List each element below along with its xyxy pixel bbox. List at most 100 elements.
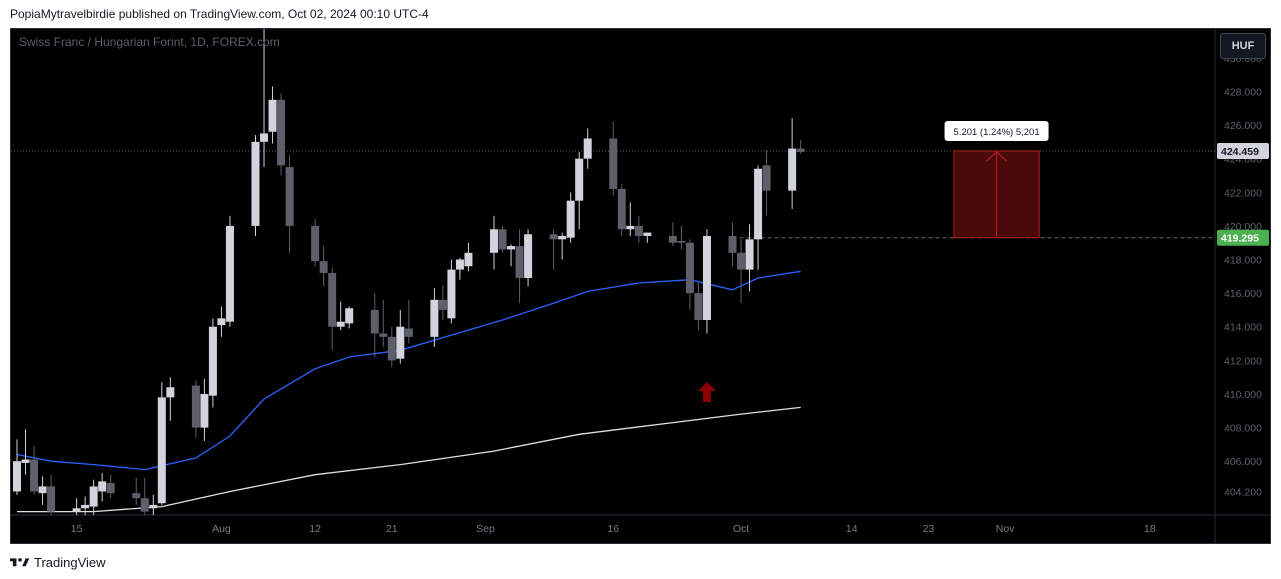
candle xyxy=(200,378,209,442)
y-tick-label: 422.000 xyxy=(1224,187,1262,199)
candle-body xyxy=(106,483,115,494)
candle xyxy=(81,496,90,515)
candle xyxy=(132,478,141,505)
candle xyxy=(157,382,166,505)
candle-body xyxy=(251,141,260,226)
candle xyxy=(251,135,260,236)
candle xyxy=(737,239,746,304)
candle xyxy=(702,229,711,334)
candle xyxy=(685,239,694,310)
candle-body xyxy=(208,326,217,396)
x-tick-label: 15 xyxy=(71,523,83,535)
candle xyxy=(447,259,456,324)
candle xyxy=(268,86,277,144)
candle xyxy=(464,242,473,272)
candle-body xyxy=(328,272,337,327)
candle-body xyxy=(447,269,456,319)
candle-body xyxy=(430,299,439,337)
currency-button[interactable]: HUF xyxy=(1220,33,1266,59)
candle-body xyxy=(277,99,286,166)
candle xyxy=(13,439,21,495)
candle xyxy=(319,246,328,287)
candle xyxy=(328,267,337,351)
candle xyxy=(626,202,635,236)
candlestick-chart[interactable]: 404.200 406.000 408.000 410.000 412.000 414.0… xyxy=(11,29,1270,543)
candle-body xyxy=(754,168,763,240)
candle-body xyxy=(583,138,592,159)
candle xyxy=(191,380,200,438)
candle-body xyxy=(149,504,158,509)
candle xyxy=(490,215,499,270)
candle xyxy=(575,151,584,230)
candle-body xyxy=(634,225,643,236)
candle-body xyxy=(515,246,524,278)
candle-body xyxy=(455,259,464,270)
x-tick-label: Sep xyxy=(476,523,495,535)
candle xyxy=(583,128,592,169)
footer-brand[interactable]: TradingView xyxy=(34,554,106,570)
candle-body xyxy=(507,246,516,250)
candle-body xyxy=(617,188,626,230)
x-tick-label: 21 xyxy=(386,523,398,535)
last-price-badge: 424.459 xyxy=(1221,146,1259,158)
candle xyxy=(208,318,217,408)
candle xyxy=(336,301,345,331)
candle-body xyxy=(225,225,234,322)
candle-body xyxy=(200,393,209,428)
candle xyxy=(455,257,464,280)
candle-body xyxy=(609,138,618,189)
candle xyxy=(694,283,703,331)
candle xyxy=(617,183,626,236)
candle-body xyxy=(677,241,686,243)
candle-body xyxy=(268,99,277,132)
x-tick-label: Oct xyxy=(733,523,749,535)
candle-body xyxy=(30,459,39,492)
candle-body xyxy=(464,252,473,267)
x-tick-label: 18 xyxy=(1144,523,1156,535)
candle-body xyxy=(396,326,405,359)
candle-body xyxy=(379,333,388,337)
footer: TradingView xyxy=(10,552,106,572)
candle-body xyxy=(575,158,584,201)
candle xyxy=(515,229,524,304)
candle-body xyxy=(89,486,98,507)
candle xyxy=(498,225,507,253)
y-tick-label: 410.000 xyxy=(1224,389,1262,401)
candle xyxy=(89,479,98,515)
y-tick-label: 408.000 xyxy=(1224,423,1262,435)
candle xyxy=(30,446,39,495)
candle-body xyxy=(217,318,226,326)
candle-body xyxy=(311,225,320,262)
candle xyxy=(140,478,149,515)
x-tick-label: 16 xyxy=(607,523,619,535)
published-text: PopiaMytravelbirdie published on Trading… xyxy=(10,7,429,21)
candle-body xyxy=(319,261,328,273)
candle xyxy=(634,215,643,243)
candle-body xyxy=(98,481,107,492)
candle-body xyxy=(260,133,269,142)
target-price-badge-bg xyxy=(1217,229,1269,246)
candle-body xyxy=(157,397,166,504)
candle-body xyxy=(558,235,567,240)
candle-body xyxy=(370,309,379,334)
y-tick-label: 404.200 xyxy=(1224,486,1262,498)
candle-body xyxy=(336,321,345,327)
candle xyxy=(260,29,269,168)
candle xyxy=(277,93,286,176)
candle xyxy=(566,192,575,243)
candle xyxy=(285,155,294,253)
chart-panel[interactable]: 404.200 406.000 408.000 410.000 412.000 414.0… xyxy=(10,28,1271,544)
candle xyxy=(166,377,175,421)
candle-body xyxy=(140,498,149,512)
candle xyxy=(379,299,388,347)
candle-body xyxy=(345,308,354,324)
x-tick-label: 12 xyxy=(309,523,321,535)
candle xyxy=(387,326,396,368)
candle-body xyxy=(668,235,677,243)
candle-body xyxy=(13,461,21,492)
x-tick-label: 14 xyxy=(846,523,858,535)
candle xyxy=(745,224,754,292)
candle-body xyxy=(728,235,737,253)
candle-body xyxy=(643,232,652,236)
candle-body xyxy=(796,148,805,152)
